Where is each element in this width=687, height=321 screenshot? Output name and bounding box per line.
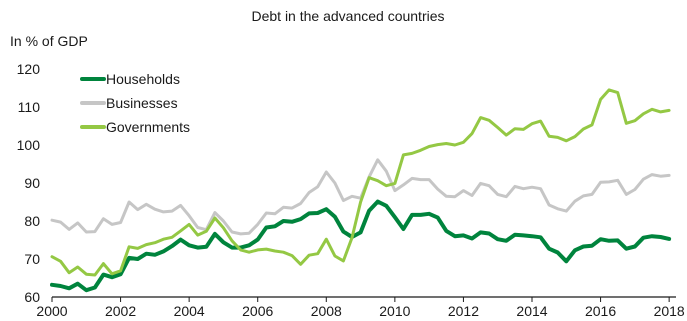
series-line-households: [50, 199, 672, 293]
y-tick-label: 60: [24, 289, 40, 305]
x-axis-ticks: 2000 2002 2004 2006 2008 2010 2012 2014 2016 2018: [36, 297, 685, 319]
x-tick-label: 2016: [585, 303, 616, 319]
legend: Households Businesses Governments: [80, 71, 190, 135]
y-axis-ticks: 60 70 80 90 100 110 120: [17, 61, 41, 305]
x-tick-label: 2012: [448, 303, 479, 319]
y-tick-label: 120: [17, 61, 41, 77]
series-line-governments: [50, 88, 671, 277]
series-line-businesses: [50, 158, 671, 236]
series-lines: [50, 88, 672, 293]
y-tick-label: 110: [18, 99, 41, 115]
legend-label-governments: Governments: [106, 119, 190, 135]
y-tick-label: 100: [17, 137, 41, 153]
x-tick-label: 2002: [105, 303, 136, 319]
y-tick-label: 90: [24, 175, 40, 191]
legend-label-households: Households: [106, 71, 180, 87]
x-tick-label: 2018: [654, 303, 685, 319]
y-axis-label: In % of GDP: [10, 33, 88, 49]
legend-label-businesses: Businesses: [106, 95, 178, 111]
x-tick-label: 2006: [242, 303, 273, 319]
x-tick-label: 2010: [379, 303, 410, 319]
x-tick-label: 2008: [311, 303, 342, 319]
y-tick-label: 80: [24, 213, 40, 229]
x-tick-label: 2014: [516, 303, 547, 319]
x-tick-label: 2004: [174, 303, 205, 319]
x-tick-label: 2000: [36, 303, 67, 319]
chart-title: Debt in the advanced countries: [251, 8, 444, 24]
y-tick-label: 70: [24, 251, 40, 267]
